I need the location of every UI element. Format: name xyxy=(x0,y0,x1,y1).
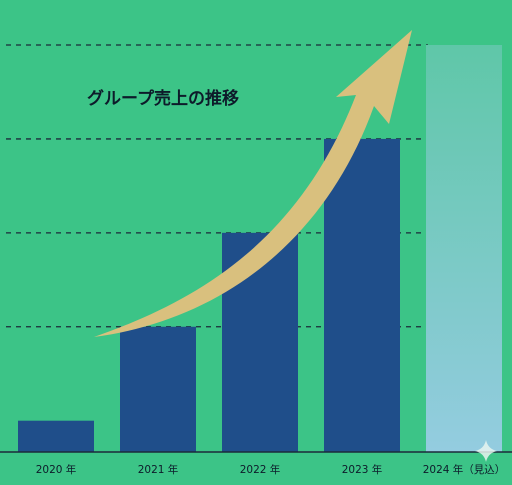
x-tick-labels: 2020 年 2021 年 2022 年 2023 年 2024 年（見込） xyxy=(36,463,506,476)
trend-arrow xyxy=(94,30,412,337)
chart-title: グループ売上の推移 xyxy=(87,88,239,109)
x-tick-label: 2021 年 xyxy=(138,463,179,476)
trend-arrow-group xyxy=(94,30,412,337)
x-tick-label: 2022 年 xyxy=(240,463,281,476)
x-tick-label: 2023 年 xyxy=(342,463,383,476)
bar-projected xyxy=(426,45,502,452)
x-tick-label: 2020 年 xyxy=(36,463,77,476)
sparkle-icon xyxy=(475,440,497,462)
bar xyxy=(120,326,196,452)
bar xyxy=(18,420,94,452)
x-tick-label: 2024 年（見込） xyxy=(423,463,506,476)
bar xyxy=(324,138,400,452)
